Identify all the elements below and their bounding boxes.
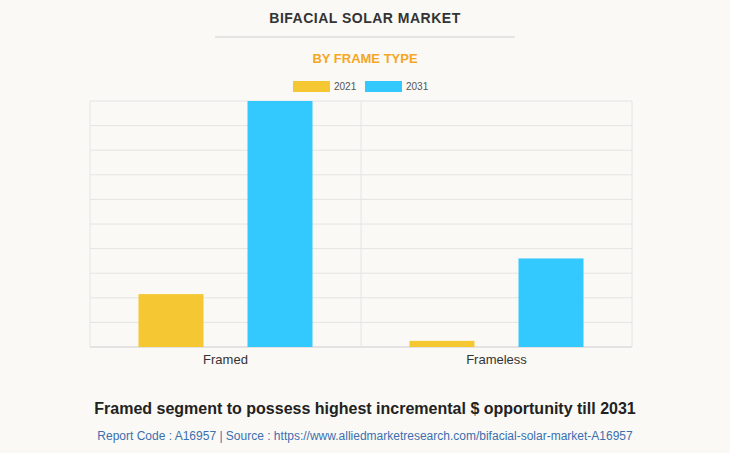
legend-swatch xyxy=(365,81,402,92)
chart-svg: BIFACIAL SOLAR MARKETBY FRAME TYPE202120… xyxy=(0,0,730,453)
bar xyxy=(139,294,204,347)
caption: Framed segment to possess highest increm… xyxy=(94,400,636,417)
x-tick-label: Framed xyxy=(203,352,248,367)
legend: 2021 2031 xyxy=(293,81,429,92)
title: BIFACIAL SOLAR MARKET xyxy=(269,10,460,26)
x-tick-label: Frameless xyxy=(466,352,527,367)
title-rule xyxy=(215,37,515,38)
legend-swatch xyxy=(293,81,330,92)
bar xyxy=(248,101,313,347)
background xyxy=(0,0,730,453)
category-separator xyxy=(361,101,362,347)
bar xyxy=(410,341,475,347)
chart-container: BIFACIAL SOLAR MARKETBY FRAME TYPE202120… xyxy=(0,0,730,453)
category-separator xyxy=(632,101,633,347)
grid xyxy=(90,101,632,347)
subtitle: BY FRAME TYPE xyxy=(312,51,418,66)
legend-label: 2031 xyxy=(406,81,429,92)
source: Report Code : A16957 | Source : https://… xyxy=(97,429,633,443)
bar xyxy=(519,258,584,347)
bars xyxy=(139,101,584,347)
legend-label: 2021 xyxy=(334,81,357,92)
category-separator xyxy=(90,101,91,347)
